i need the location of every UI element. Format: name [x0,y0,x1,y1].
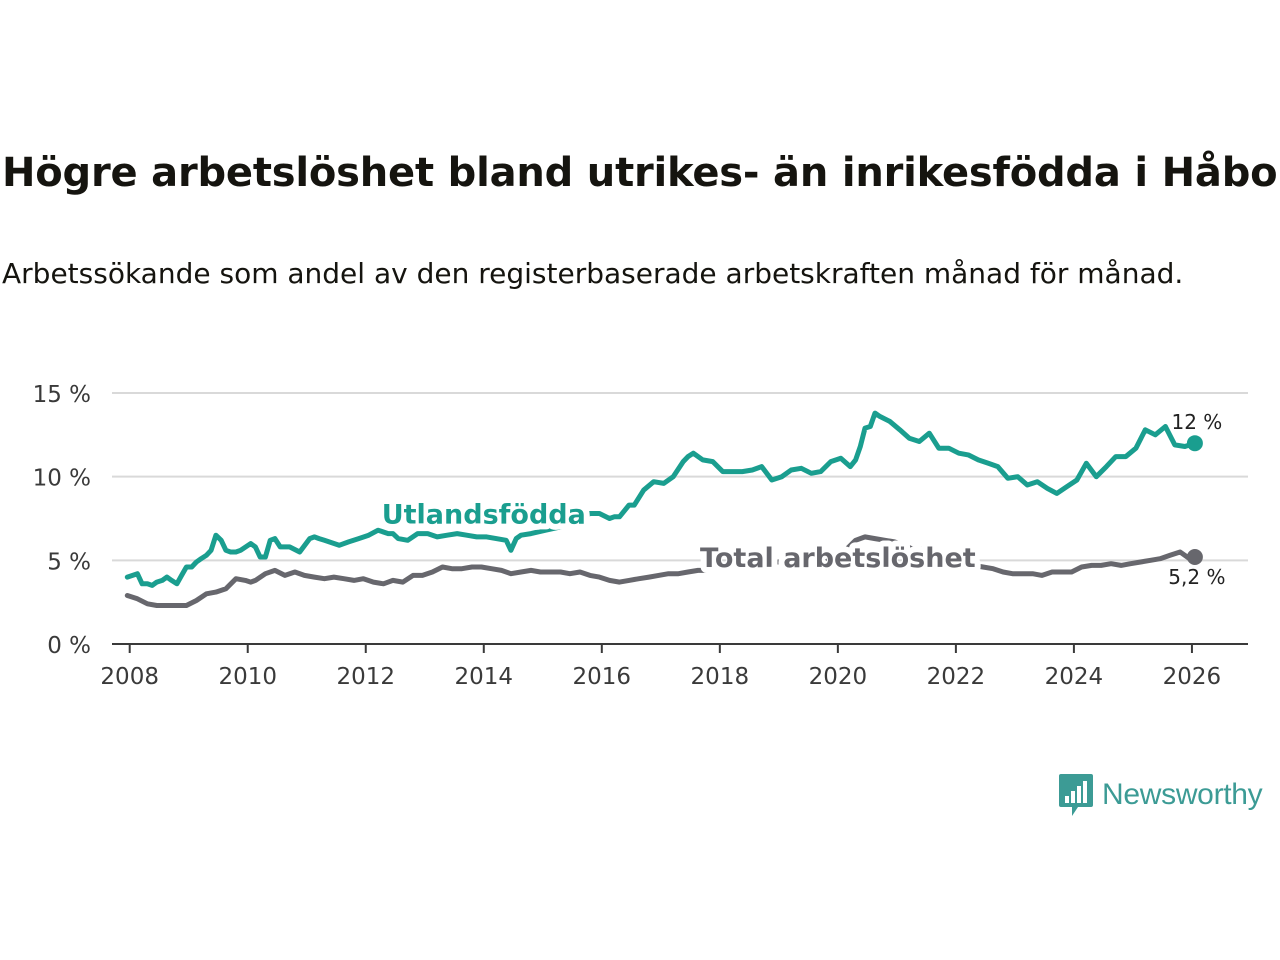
chart-title: Högre arbetslöshet bland utrikes- än inr… [2,150,1278,196]
y-tick-label: 10 % [33,466,91,492]
x-tick-label: 2024 [1045,664,1104,690]
chart-subtitle: Arbetssökande som andel av den registerb… [2,257,1184,290]
x-tick-label: 2026 [1163,664,1222,690]
series-name-halo: Total arbetslöshet [700,543,976,574]
axes: 0 % 5 % 10 % 15 % 2008 2010 2012 2014 2016 2018 20… [33,382,1248,690]
newsworthy-logo: Newsworthy [1058,772,1263,818]
series-name-label: Total arbetslöshet [700,543,976,574]
y-tick-label: 0 % [47,633,91,659]
y-tick-label: 5 % [47,549,91,575]
gridlines [112,392,1248,562]
series-line-utlandsfodda [124,410,1198,588]
series-end-marker [1186,435,1203,452]
x-tick-label: 2016 [573,664,632,690]
x-tick-label: 2014 [455,664,514,690]
series-lines [124,410,1203,608]
x-tick-label: 2018 [691,664,750,690]
x-tick-label: 2020 [809,664,868,690]
series-end-marker [1186,548,1203,565]
y-tick-label: 15 % [33,382,91,408]
series-line-total [124,534,1198,608]
series-name-halo: Utlandsfödda [382,500,586,531]
series-name-label: Utlandsfödda [382,500,586,531]
x-tick-label: 2008 [100,664,159,690]
x-tick-label: 2010 [218,664,277,690]
series-end-label: 12 % [1171,410,1222,434]
x-tick-label: 2022 [927,664,986,690]
series-end-label: 5,2 % [1168,565,1225,589]
bar-chart-speech-bubble-icon [1059,774,1093,816]
brand-name: Newsworthy [1102,778,1263,811]
x-tick-label: 2012 [336,664,395,690]
